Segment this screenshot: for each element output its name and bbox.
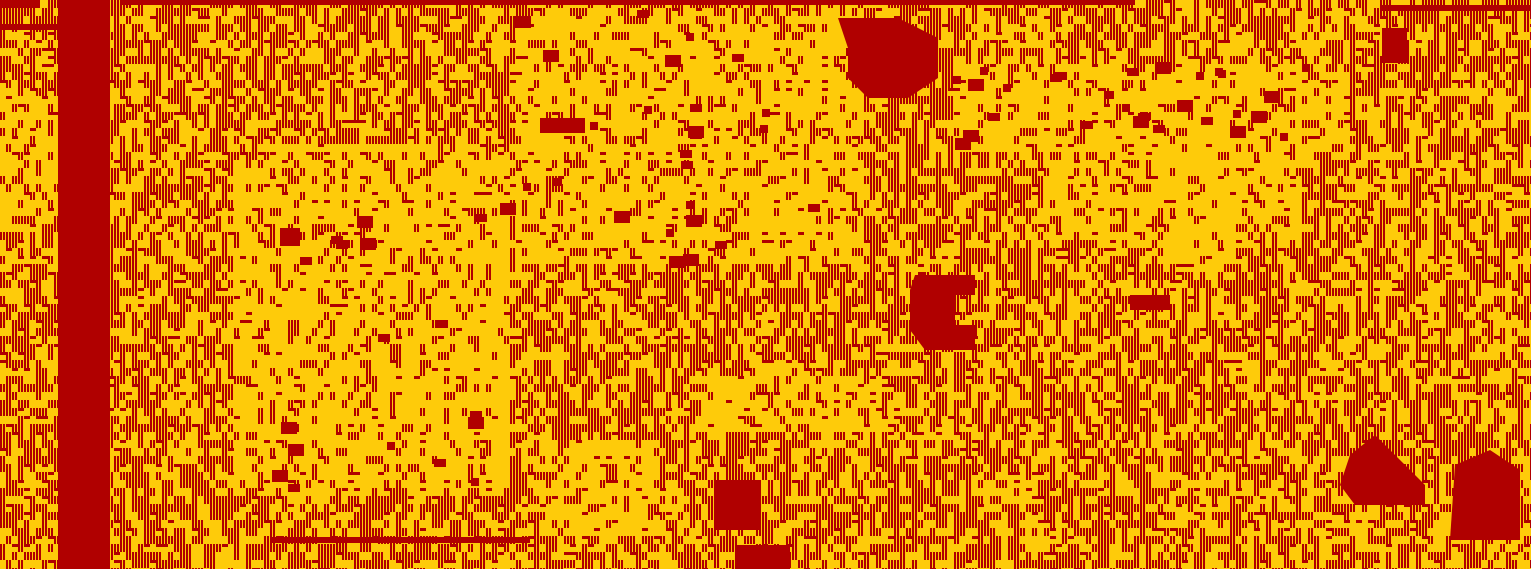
edge-line-3 [0, 24, 58, 30]
red-speck [1122, 104, 1130, 112]
red-blob-5 [715, 480, 760, 530]
red-speck [681, 161, 693, 169]
red-speck [378, 334, 390, 342]
red-speck [680, 150, 692, 158]
red-speck [543, 50, 559, 62]
red-speck [1218, 70, 1226, 78]
red-speck [357, 216, 373, 228]
red-speck [387, 442, 395, 450]
red-speck [637, 10, 649, 18]
red-speck [470, 411, 482, 419]
red-speck [281, 422, 297, 434]
red-speck [762, 109, 770, 117]
edge-line-4 [270, 537, 530, 543]
red-speck [434, 459, 446, 467]
red-speck [968, 79, 984, 91]
red-speck [1177, 100, 1193, 112]
red-blob-2 [910, 275, 975, 350]
red-speck [331, 236, 343, 244]
red-speck [500, 203, 516, 215]
red-speck [1196, 72, 1204, 80]
left-vertical-bar [58, 0, 110, 569]
red-speck [336, 241, 348, 249]
red-blob-7 [1382, 28, 1407, 63]
red-speck [1106, 91, 1114, 99]
red-blob-8 [1130, 295, 1170, 310]
edge-line-5 [0, 0, 40, 8]
red-speck [515, 16, 531, 28]
red-speck [1201, 117, 1213, 125]
red-speck [988, 113, 1000, 121]
red-speck [686, 33, 694, 41]
solid-red-blocks [272, 10, 1520, 569]
red-speck [1302, 64, 1310, 72]
red-speck [272, 470, 288, 482]
red-speck [288, 484, 300, 492]
red-blob-9 [280, 228, 300, 246]
red-speck [436, 320, 448, 328]
red-speck [732, 54, 744, 62]
red-speck [760, 125, 768, 133]
red-speck [1081, 121, 1093, 129]
red-speck [1230, 126, 1246, 138]
red-blob-10 [540, 118, 585, 133]
red-speck [953, 76, 961, 84]
red-speck [590, 122, 598, 130]
red-blob-3 [1340, 435, 1425, 505]
edge-line-1 [120, 0, 1135, 5]
red-speck [683, 254, 699, 266]
red-speck [1280, 133, 1288, 141]
red-speck [554, 178, 562, 186]
red-speck [688, 126, 704, 138]
red-speck [686, 215, 702, 227]
red-speck [808, 204, 820, 212]
red-blob-6 [735, 545, 790, 569]
red-speck [360, 238, 376, 250]
red-speck [1155, 62, 1171, 74]
red-speck [471, 478, 479, 486]
red-blob-4 [1450, 450, 1520, 540]
red-speck [1138, 113, 1150, 121]
red-speck [644, 106, 652, 114]
red-speck [690, 104, 702, 112]
red-speck [1264, 91, 1280, 103]
red-speck [1055, 72, 1067, 80]
red-speck [980, 67, 988, 75]
red-speck [1233, 110, 1241, 118]
red-speck [715, 241, 727, 249]
red-speck [1153, 125, 1165, 133]
red-blob-1 [838, 18, 938, 98]
red-speck [523, 183, 531, 191]
red-speck [288, 444, 304, 456]
red-speck [1127, 68, 1139, 76]
red-speck [468, 417, 484, 429]
red-speck [669, 256, 685, 268]
edge-line-2 [1382, 5, 1531, 11]
red-speck [1251, 111, 1267, 123]
red-speck [614, 211, 630, 223]
red-speck [665, 55, 681, 67]
red-speck [955, 138, 971, 150]
red-speck [686, 201, 694, 209]
red-speck [666, 229, 674, 237]
red-speck [475, 214, 487, 222]
red-speck [1003, 84, 1011, 92]
red-speck [300, 257, 312, 265]
